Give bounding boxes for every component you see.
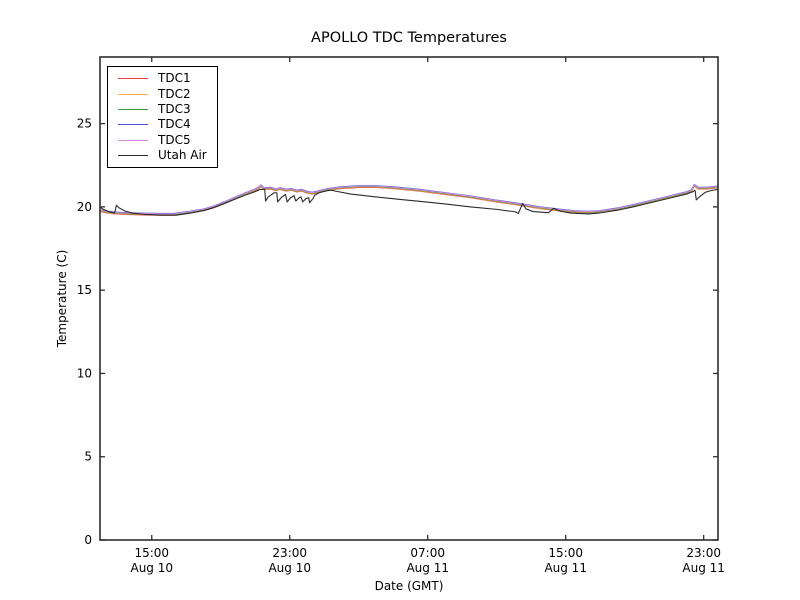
legend-line-swatch	[118, 78, 148, 80]
legend: TDC1 TDC2 TDC3 TDC4 TDC5 Utah Air	[107, 66, 218, 169]
legend-label: TDC2	[158, 86, 191, 101]
y-tick-label: 20	[77, 200, 92, 214]
legend-item-tdc5: TDC5	[118, 133, 207, 148]
legend-label: TDC5	[158, 132, 191, 147]
y-tick-label: 15	[77, 283, 92, 297]
y-tick-label: 0	[84, 533, 92, 547]
legend-line-swatch	[118, 93, 148, 95]
chart-title: APOLLO TDC Temperatures	[311, 30, 507, 46]
legend-label: Utah Air	[158, 148, 207, 163]
legend-label: TDC1	[158, 71, 191, 86]
legend-line-swatch	[118, 124, 148, 126]
legend-line-swatch	[118, 139, 148, 141]
x-tick-time-label: 15:00	[548, 546, 583, 560]
legend-item-tdc4: TDC4	[118, 117, 207, 132]
series-line-utah-air	[99, 188, 719, 216]
legend-item-tdc3: TDC3	[118, 102, 207, 117]
x-tick-date-label: Aug 11	[682, 561, 725, 575]
y-axis-label: Temperature (C)	[55, 250, 69, 349]
x-tick-date-label: Aug 11	[544, 561, 587, 575]
y-tick-label: 25	[77, 117, 92, 131]
legend-line-swatch	[118, 108, 148, 110]
axes-frame	[99, 56, 719, 541]
legend-item-tdc2: TDC2	[118, 86, 207, 101]
legend-item-tdc1: TDC1	[118, 71, 207, 86]
legend-item-utah-air: Utah Air	[118, 148, 207, 163]
x-tick-date-label: Aug 10	[130, 561, 173, 575]
x-tick-date-label: Aug 11	[406, 561, 449, 575]
legend-line-swatch	[118, 155, 148, 157]
y-tick-label: 10	[77, 366, 92, 380]
series-line-tdc5	[99, 184, 719, 215]
x-tick-time-label: 07:00	[410, 546, 445, 560]
x-axis-label: Date (GMT)	[375, 579, 444, 593]
legend-label: TDC3	[158, 101, 191, 116]
x-tick-time-label: 23:00	[272, 546, 307, 560]
x-tick-time-label: 15:00	[134, 546, 169, 560]
y-tick-label: 5	[84, 450, 92, 464]
legend-label: TDC4	[158, 117, 191, 132]
x-tick-time-label: 23:00	[686, 546, 721, 560]
x-tick-date-label: Aug 10	[268, 561, 311, 575]
